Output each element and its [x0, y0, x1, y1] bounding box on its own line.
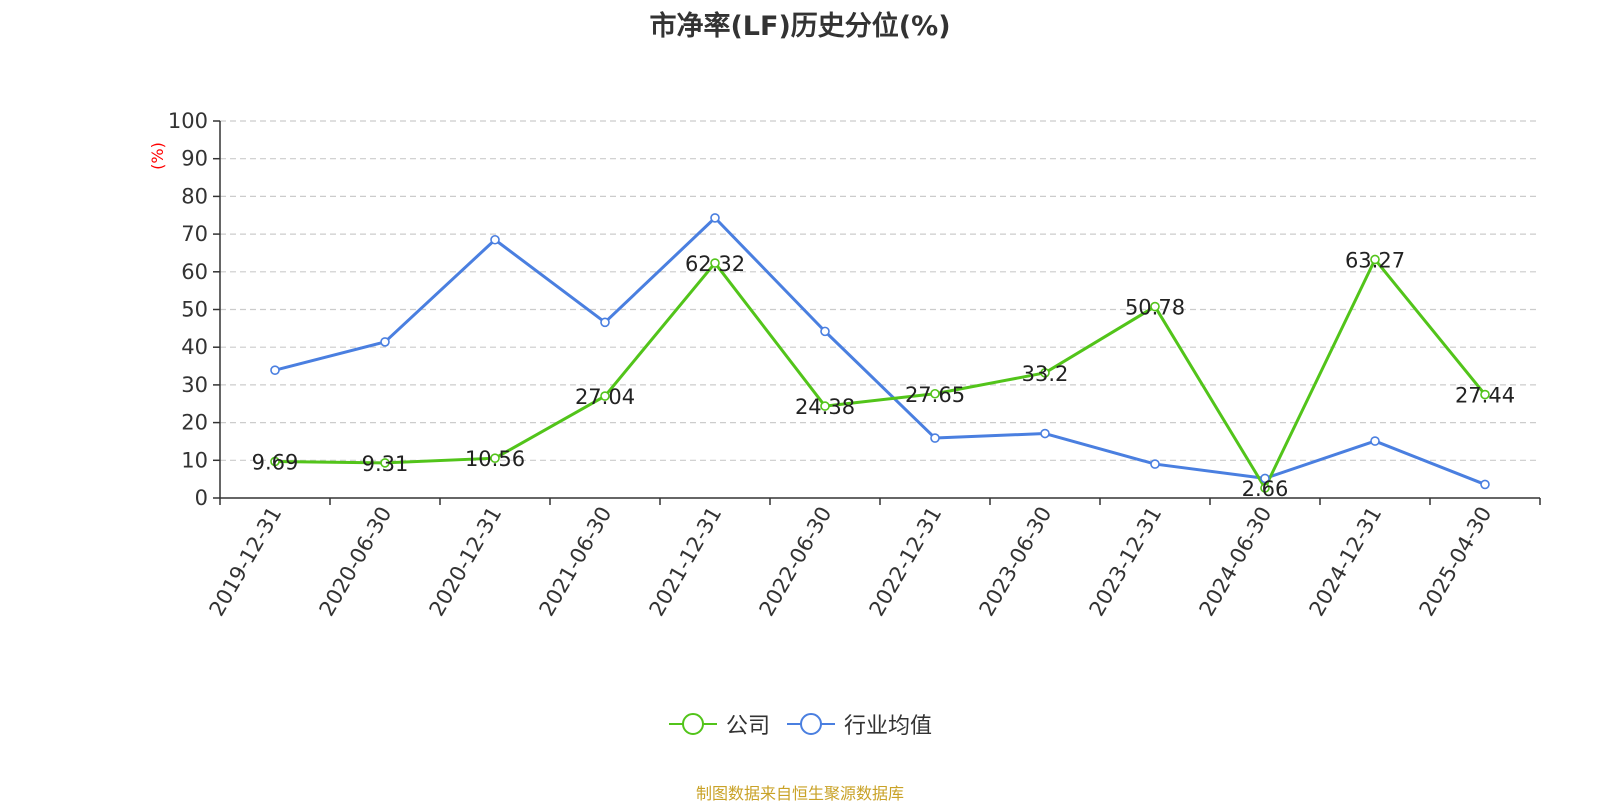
legend-item-company[interactable]: 公司 [668, 708, 770, 740]
data-label: 24.38 [795, 395, 855, 419]
legend-label-company: 公司 [725, 714, 770, 739]
x-tick-label: 2022-06-30 [755, 503, 837, 621]
data-point-company [1370, 254, 1380, 265]
data-point-industry [930, 433, 940, 443]
data-label: 50.78 [1125, 296, 1185, 320]
data-point-industry [600, 317, 610, 328]
x-tick-label: 2021-06-30 [535, 503, 617, 621]
data-label: 27.44 [1455, 384, 1515, 408]
data-point-company [1480, 389, 1490, 400]
data-label: 63.27 [1345, 248, 1405, 272]
data-label: 9.69 [252, 450, 299, 474]
data-point-industry [380, 337, 390, 347]
data-point-industry [1150, 459, 1160, 469]
legend: 公司 行业均值 [0, 708, 1600, 740]
data-label: 9.31 [362, 452, 409, 476]
data-label: 27.65 [905, 383, 965, 407]
data-label: 33.2 [1022, 362, 1069, 386]
legend-swatch-industry [787, 713, 835, 735]
chart-title: 市净率(LF)历史分位(%) [649, 11, 951, 42]
data-point-industry [820, 326, 830, 337]
x-tick-label: 2025-04-30 [1415, 503, 1497, 621]
x-tick-label: 2020-12-31 [425, 503, 507, 621]
data-point-industry [1040, 428, 1050, 439]
data-point-company [1150, 301, 1160, 312]
y-tick-label: 10 [181, 448, 208, 472]
data-point-industry [1480, 479, 1490, 490]
y-tick-label: 40 [181, 335, 208, 359]
x-tick-label: 2019-12-31 [205, 503, 287, 621]
data-point-industry [710, 213, 720, 223]
y-tick-label: 70 [181, 222, 208, 246]
x-tick-label: 2024-06-30 [1195, 503, 1277, 621]
x-tick-label: 2021-12-31 [645, 503, 727, 621]
legend-label-industry: 行业均值 [844, 714, 933, 739]
series-line-company [274, 257, 1487, 490]
x-tick-label: 2022-12-31 [865, 503, 947, 621]
y-tick-label: 80 [181, 184, 208, 208]
y-tick-label: 60 [181, 260, 208, 284]
y-tick-label: 100 [168, 109, 208, 133]
y-axis-label: (%) [148, 142, 167, 170]
data-point-industry [1260, 473, 1270, 484]
y-tick-label: 30 [181, 373, 208, 397]
data-point-company [930, 388, 940, 399]
data-point-industry [490, 234, 500, 245]
y-tick-label: 20 [181, 411, 208, 435]
data-point-company [490, 453, 500, 463]
y-tick-label: 50 [181, 298, 208, 322]
x-tick-label: 2024-12-31 [1305, 503, 1387, 621]
data-point-company [270, 456, 280, 467]
data-point-company [380, 458, 390, 468]
series-line-industry [274, 216, 1486, 486]
data-label: 10.56 [465, 447, 525, 471]
y-tick-label: 0 [195, 486, 208, 510]
x-tick-label: 2023-12-31 [1085, 503, 1167, 621]
data-point-company [710, 258, 720, 268]
data-point-company [600, 391, 610, 401]
data-label: 62.32 [685, 252, 745, 276]
data-label: 2.66 [1242, 477, 1289, 501]
data-point-industry [270, 365, 280, 375]
data-label: 27.04 [575, 385, 635, 409]
data-point-industry [1370, 436, 1380, 446]
data-point-company [1040, 368, 1050, 378]
x-tick-label: 2020-06-30 [315, 503, 397, 621]
y-tick-label: 90 [181, 147, 208, 171]
x-tick-label: 2023-06-30 [975, 503, 1057, 621]
source-note: 制图数据来自恒生聚源数据库 [695, 784, 904, 803]
legend-swatch-company [668, 713, 717, 735]
data-point-company [1260, 483, 1270, 493]
data-point-company [820, 401, 830, 411]
legend-item-industry[interactable]: 行业均值 [786, 708, 932, 740]
